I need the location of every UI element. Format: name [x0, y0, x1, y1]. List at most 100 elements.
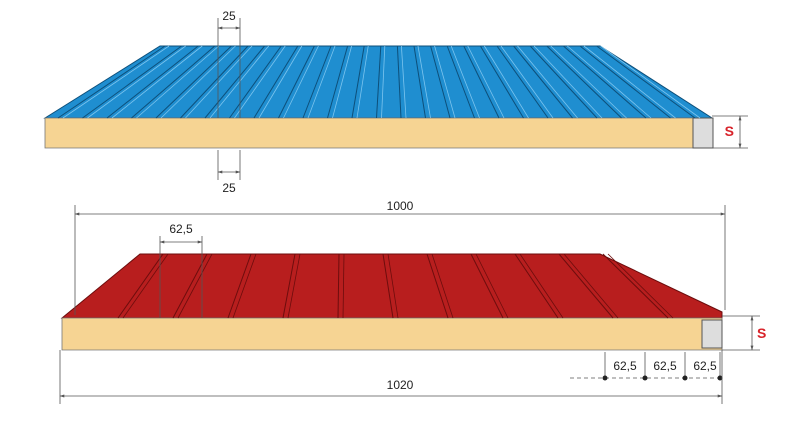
dim-point [642, 375, 648, 381]
rib-shine [307, 45, 336, 119]
thickness-label: S [757, 325, 766, 341]
rib [57, 45, 166, 119]
top-foam [44, 117, 713, 149]
rib-shine [136, 45, 220, 119]
rib [351, 45, 365, 119]
rib-shine [160, 45, 236, 119]
rib [122, 253, 169, 319]
rib [431, 253, 454, 319]
rib-shine [583, 45, 676, 119]
bottom-foam [61, 317, 723, 351]
rib-shine [332, 45, 352, 119]
rib [519, 253, 564, 319]
rib [180, 45, 249, 119]
rib-shine [356, 45, 369, 119]
rib-shine [550, 45, 627, 119]
dim-point [717, 375, 723, 381]
dim-label: 25 [222, 181, 236, 195]
rib-shine [111, 45, 203, 119]
rib [177, 253, 213, 319]
rib-shine [185, 45, 253, 119]
rib [232, 253, 257, 319]
bottom-lock [701, 319, 723, 349]
rib [342, 253, 345, 319]
rib-shine [87, 45, 186, 119]
rib [229, 45, 282, 119]
dim-label: 62,5 [613, 359, 637, 373]
rib [430, 45, 451, 119]
rib [607, 253, 674, 319]
dim-label: 1000 [387, 199, 414, 213]
rib [278, 45, 315, 119]
rib [282, 253, 296, 319]
rib [155, 45, 232, 119]
rib [376, 45, 382, 119]
rib [327, 45, 349, 119]
rib [579, 45, 671, 119]
dim-label: 1020 [387, 378, 414, 392]
rib [426, 253, 449, 319]
rib-shine [417, 45, 431, 119]
rib [463, 45, 500, 119]
rib-shine [258, 45, 303, 119]
rib-shine [450, 45, 480, 119]
rib-shine [567, 45, 652, 119]
bottom-ribs [117, 253, 674, 319]
dim-label: 62,5 [653, 359, 677, 373]
rib-shine [234, 45, 286, 119]
rib-shine [401, 45, 407, 119]
rib-shine [434, 45, 456, 119]
rib-shine [209, 45, 269, 119]
rib [287, 253, 301, 319]
rib [558, 253, 614, 319]
rib [106, 45, 199, 119]
top-panel [43, 45, 714, 149]
rib-shine [62, 45, 170, 119]
dim-label: 62,5 [169, 222, 193, 236]
rib [563, 45, 647, 119]
rib [470, 253, 504, 319]
rib [596, 45, 696, 119]
rib-shine [500, 45, 554, 119]
rib [546, 45, 622, 119]
rib-shine [484, 45, 529, 119]
top-ribs [57, 45, 701, 119]
bottom-pitch-dims: 62,5 62,5 62,5 [602, 352, 723, 381]
rib [302, 45, 332, 119]
rib-shine [283, 45, 319, 119]
dim-label: 62,5 [693, 359, 717, 373]
rib [387, 253, 399, 319]
rib [413, 45, 426, 119]
dim-point [682, 375, 688, 381]
rib [602, 253, 669, 319]
top-dims: 25 25 S [217, 9, 748, 195]
rib [117, 253, 164, 319]
rib [82, 45, 182, 119]
rib [513, 45, 573, 119]
rib [529, 45, 598, 119]
rib [514, 253, 559, 319]
rib [204, 45, 265, 119]
rib [253, 45, 299, 119]
rib-shine [517, 45, 578, 119]
rib [446, 45, 475, 119]
bottom-panel [60, 253, 723, 351]
rib [131, 45, 216, 119]
dim-label: 25 [222, 9, 236, 23]
rib-shine [467, 45, 505, 119]
rib [475, 253, 509, 319]
rib [382, 253, 394, 319]
dim-point [602, 375, 608, 381]
rib [396, 45, 402, 119]
bottom-dims: 1000 62,5 S 62,5 62,5 62,5 1020 [59, 199, 766, 404]
rib-shine [600, 45, 701, 119]
rib-shine [533, 45, 603, 119]
thickness-label: S [725, 123, 734, 139]
top-lock [692, 117, 714, 149]
rib [563, 253, 619, 319]
rib [479, 45, 524, 119]
rib [227, 253, 252, 319]
rib-shine [381, 45, 386, 119]
rib [172, 253, 208, 319]
